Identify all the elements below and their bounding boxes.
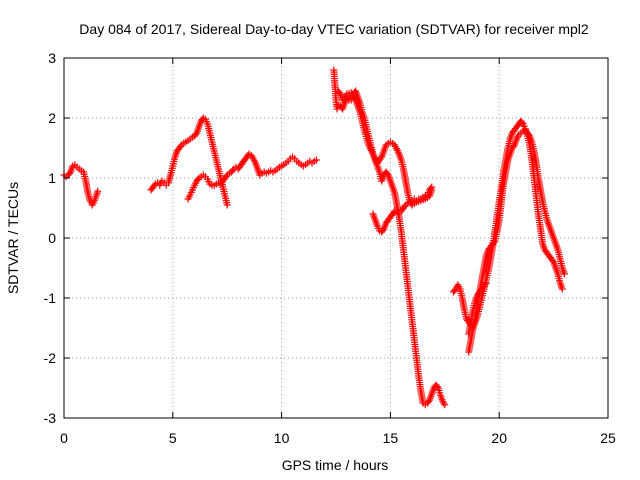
data-point — [222, 173, 230, 180]
data-point — [558, 285, 566, 293]
data-points — [60, 66, 568, 409]
data-point — [427, 185, 435, 192]
data-point — [518, 119, 526, 126]
y-tick-labels: -3 -2 -1 0 1 2 3 — [44, 50, 57, 426]
y-axis-label: SDTVAR / TECUs — [5, 182, 21, 294]
data-point — [451, 287, 459, 294]
x-tick-label: 15 — [383, 430, 399, 446]
data-point — [229, 167, 237, 174]
y-tick-label: -1 — [44, 290, 57, 306]
x-tick-label: 0 — [60, 430, 68, 446]
data-point — [441, 401, 449, 409]
x-tick-label: 10 — [274, 430, 290, 446]
data-point — [176, 143, 184, 150]
data-point — [482, 279, 490, 287]
x-tick-labels: 0 5 10 15 20 25 — [60, 430, 616, 446]
y-tick-label: 0 — [48, 230, 56, 246]
data-point — [312, 156, 320, 164]
y-tick-label: -2 — [44, 350, 57, 366]
y-tick-label: -3 — [44, 410, 57, 426]
data-point — [428, 183, 436, 191]
data-point — [223, 201, 231, 209]
y-tick-label: 3 — [48, 50, 56, 66]
x-tick-label: 25 — [600, 430, 616, 446]
x-tick-label: 20 — [491, 430, 507, 446]
data-point — [401, 203, 409, 210]
data-point — [433, 383, 441, 390]
chart-title: Day 084 of 2017, Sidereal Day-to-day VTE… — [79, 21, 589, 37]
y-tick-label: 1 — [48, 170, 56, 186]
data-point — [94, 187, 102, 195]
x-axis-label: GPS time / hours — [282, 457, 389, 473]
axis-ticks — [63, 57, 609, 419]
grid — [64, 58, 608, 418]
data-point — [481, 281, 489, 288]
y-tick-label: 2 — [48, 110, 56, 126]
data-point — [560, 270, 568, 278]
data-point — [490, 239, 498, 246]
x-tick-label: 5 — [169, 430, 177, 446]
